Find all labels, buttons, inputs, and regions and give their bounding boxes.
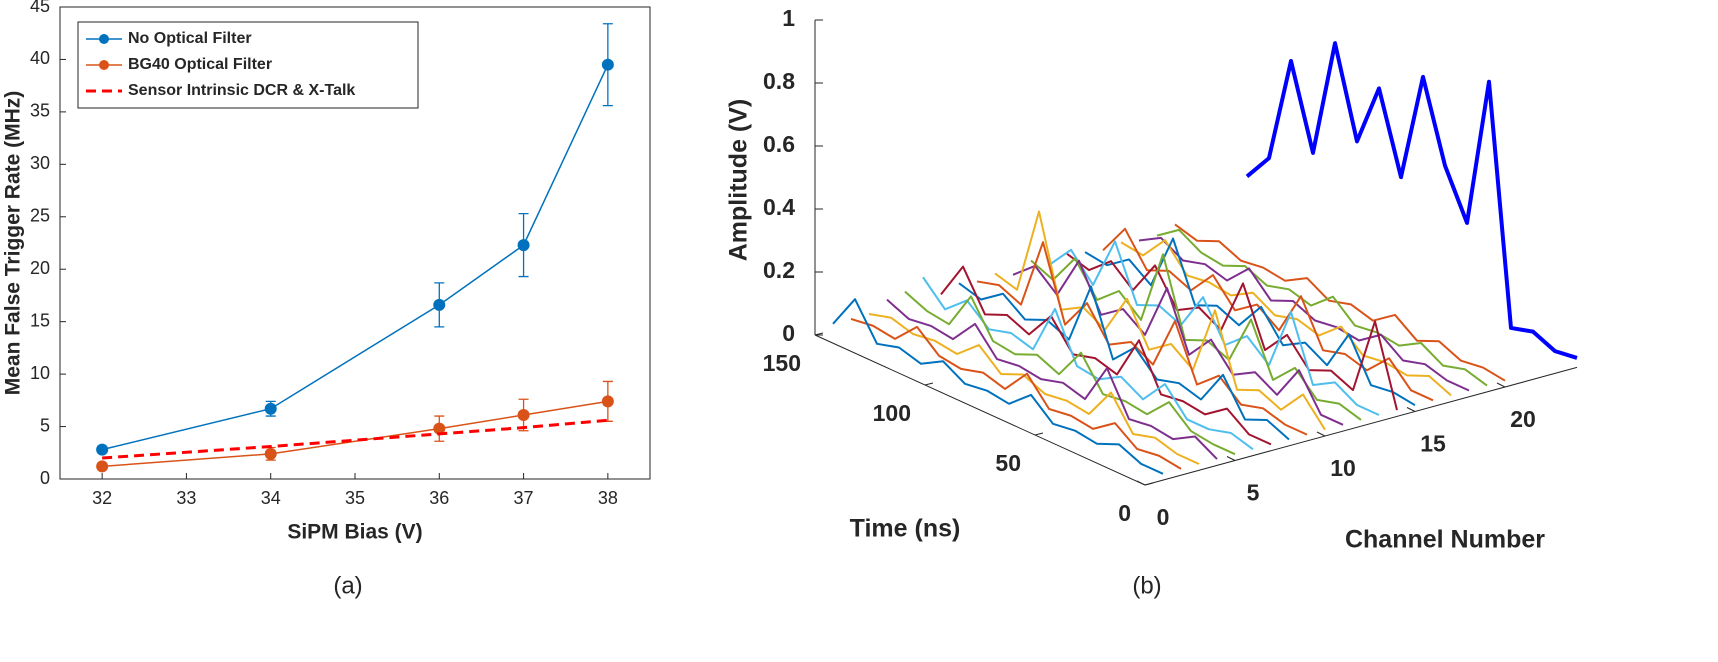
series-line bbox=[101, 64, 609, 451]
y-tick-label: 20 bbox=[30, 258, 50, 278]
y-tick-label: 35 bbox=[30, 101, 50, 121]
time-tick bbox=[814, 332, 824, 336]
time-tick-label: 100 bbox=[873, 400, 911, 426]
time-tick-label: 50 bbox=[995, 450, 1021, 476]
x-tick-label: 35 bbox=[345, 488, 365, 508]
time-tick bbox=[1144, 482, 1154, 486]
y-tick-label: 10 bbox=[30, 363, 50, 383]
channel-tick-label: 0 bbox=[1157, 504, 1170, 530]
waveform bbox=[904, 290, 1236, 456]
waveform bbox=[958, 282, 1290, 441]
marker bbox=[433, 298, 446, 311]
waveform bbox=[1245, 41, 1578, 360]
waveform bbox=[1174, 223, 1506, 382]
x-tick-label: 34 bbox=[261, 488, 281, 508]
x-tick-label: 37 bbox=[514, 488, 534, 508]
time-tick-label: 150 bbox=[763, 350, 801, 376]
marker bbox=[517, 409, 530, 422]
y-tick-label: 25 bbox=[30, 206, 50, 226]
channel-tick bbox=[1136, 480, 1146, 486]
z-tick-label: 0.8 bbox=[763, 68, 795, 94]
z-tick-label: 0 bbox=[782, 320, 795, 346]
marker bbox=[264, 402, 277, 415]
channel-tick bbox=[1316, 431, 1326, 437]
marker bbox=[264, 447, 277, 460]
y-axis-label: Mean False Trigger Rate (MHz) bbox=[2, 91, 25, 396]
waveform bbox=[868, 313, 1200, 465]
waveform bbox=[1012, 259, 1344, 426]
y-tick-label: 45 bbox=[30, 0, 50, 16]
legend-label: BG40 Optical Filter bbox=[128, 56, 272, 73]
waveform bbox=[1066, 252, 1398, 411]
caption: (a) bbox=[333, 572, 362, 599]
marker bbox=[517, 239, 530, 252]
channel-tick-label: 15 bbox=[1420, 431, 1446, 457]
marker bbox=[601, 395, 614, 408]
marker bbox=[96, 460, 109, 473]
legend-label: No Optical Filter bbox=[128, 30, 252, 47]
y-tick-label: 5 bbox=[40, 415, 50, 435]
legend-marker bbox=[99, 34, 109, 44]
z-tick-label: 0.6 bbox=[763, 131, 795, 157]
z-tick-label: 0.4 bbox=[763, 194, 795, 220]
legend-marker bbox=[99, 60, 109, 70]
channel-tick bbox=[1406, 407, 1416, 412]
x-tick-label: 36 bbox=[429, 488, 449, 508]
x-tick-label: 38 bbox=[598, 488, 618, 508]
marker bbox=[433, 422, 446, 435]
series-line bbox=[102, 400, 608, 468]
z-axis-label: Amplitude (V) bbox=[725, 99, 753, 262]
channel-tick-label: 5 bbox=[1247, 480, 1260, 506]
time-tick-label: 0 bbox=[1118, 500, 1131, 526]
waveform bbox=[850, 317, 1182, 470]
x-tick-label: 33 bbox=[176, 488, 196, 508]
channel-tick bbox=[1496, 382, 1506, 388]
y-tick-label: 40 bbox=[30, 48, 50, 68]
legend-box bbox=[77, 21, 419, 109]
marker bbox=[601, 58, 614, 71]
channel-tick-label: 20 bbox=[1510, 406, 1536, 432]
time-tick bbox=[924, 382, 934, 386]
waveform bbox=[1048, 240, 1380, 416]
series-line bbox=[102, 418, 608, 460]
waveform bbox=[1084, 237, 1416, 407]
time-tick bbox=[1034, 432, 1044, 436]
time-axis bbox=[814, 334, 1146, 486]
x-axis-label: SiPM Bias (V) bbox=[287, 521, 422, 544]
marker bbox=[96, 443, 109, 456]
waveform bbox=[832, 298, 1164, 475]
waveform bbox=[1138, 236, 1470, 392]
z-tick-label: 0.2 bbox=[763, 257, 795, 283]
caption: (b) bbox=[1132, 572, 1161, 599]
time-axis-label: Time (ns) bbox=[850, 515, 961, 543]
x-tick-label: 32 bbox=[92, 488, 112, 508]
waveform bbox=[886, 298, 1218, 460]
waveform bbox=[994, 210, 1326, 431]
channel-tick-label: 10 bbox=[1330, 455, 1356, 481]
waveform bbox=[940, 265, 1272, 446]
y-tick-label: 30 bbox=[30, 153, 50, 173]
waveform bbox=[1156, 228, 1488, 387]
waveform bbox=[922, 276, 1254, 451]
y-tick-label: 0 bbox=[40, 468, 50, 488]
y-tick-label: 15 bbox=[30, 310, 50, 330]
channel-tick bbox=[1226, 456, 1236, 461]
waveform bbox=[976, 241, 1308, 436]
channel-axis-label: Channel Number bbox=[1345, 526, 1545, 554]
z-tick-label: 1 bbox=[782, 5, 795, 31]
legend-label: Sensor Intrinsic DCR & X-Talk bbox=[128, 82, 355, 99]
